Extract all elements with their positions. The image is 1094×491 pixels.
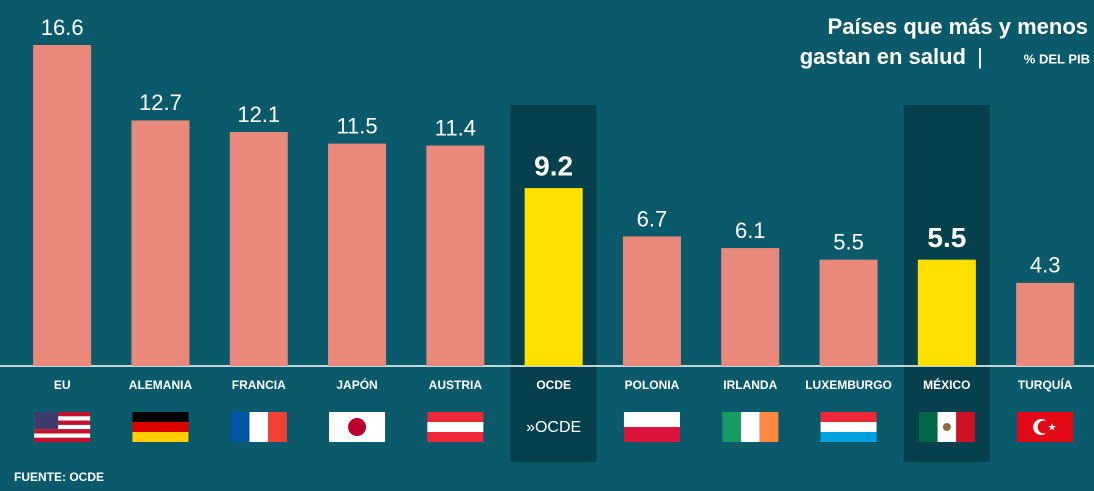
source: FUENTE: OCDE bbox=[14, 470, 104, 484]
x-tick-label: MÉXICO bbox=[923, 377, 970, 392]
flag bbox=[132, 422, 189, 432]
flag bbox=[722, 412, 741, 442]
flag bbox=[34, 420, 91, 425]
title-line: Países que más y menos bbox=[828, 14, 1088, 39]
flag bbox=[249, 412, 269, 442]
logo: »OCDE bbox=[526, 419, 581, 436]
flag bbox=[268, 412, 287, 442]
flag bbox=[918, 412, 938, 442]
value-label: 16.6 bbox=[41, 15, 84, 40]
flag bbox=[427, 422, 484, 432]
flag bbox=[34, 433, 91, 438]
value-label: 4.3 bbox=[1030, 253, 1061, 278]
bar bbox=[328, 143, 387, 366]
flag bbox=[759, 412, 779, 442]
flag bbox=[34, 412, 91, 417]
flag bbox=[34, 437, 91, 443]
bar bbox=[721, 248, 780, 366]
bar bbox=[131, 120, 190, 366]
x-tick-label: FRANCIA bbox=[232, 378, 286, 392]
flag bbox=[956, 412, 975, 442]
x-tick-label: IRLANDA bbox=[723, 378, 777, 392]
x-tick-label: JAPÓN bbox=[336, 377, 377, 392]
bar bbox=[426, 145, 485, 366]
bar bbox=[622, 236, 681, 366]
value-label: 5.5 bbox=[927, 222, 966, 253]
value-label: 12.7 bbox=[139, 90, 182, 115]
flag bbox=[942, 423, 951, 431]
x-tick-label: EU bbox=[54, 378, 71, 392]
flag bbox=[623, 427, 680, 442]
flag bbox=[740, 412, 760, 442]
title-line: gastan en salud bbox=[800, 44, 966, 69]
bar bbox=[524, 188, 583, 366]
unit-label: % DEL PIB bbox=[1024, 51, 1090, 66]
flag bbox=[132, 432, 189, 442]
value-label: 11.4 bbox=[435, 115, 476, 140]
flag bbox=[1037, 420, 1051, 434]
flag bbox=[623, 412, 680, 427]
bar bbox=[229, 132, 288, 366]
flag-star: ★ bbox=[1048, 423, 1057, 434]
flag bbox=[132, 412, 189, 422]
value-label: 9.2 bbox=[534, 150, 573, 181]
flag bbox=[34, 412, 59, 429]
flag bbox=[427, 412, 484, 422]
flag bbox=[348, 418, 367, 436]
separator: | bbox=[977, 44, 983, 69]
value-label: 12.1 bbox=[237, 102, 280, 127]
bar bbox=[33, 45, 92, 366]
value-label: 6.1 bbox=[735, 218, 766, 243]
value-label: 11.5 bbox=[336, 113, 377, 138]
value-label: 6.7 bbox=[637, 206, 668, 231]
flag bbox=[820, 422, 877, 432]
value-label: 5.5 bbox=[833, 229, 864, 254]
x-tick-label: TURQUÍA bbox=[1018, 377, 1073, 392]
x-tick-label: OCDE bbox=[536, 378, 571, 392]
x-tick-label: ALEMANIA bbox=[129, 378, 193, 392]
bar bbox=[917, 259, 976, 366]
flag bbox=[34, 429, 91, 434]
bar bbox=[1016, 282, 1075, 366]
x-tick-label: POLONIA bbox=[625, 378, 680, 392]
flag bbox=[820, 412, 877, 422]
bar bbox=[819, 259, 878, 366]
flag bbox=[820, 432, 877, 442]
flag bbox=[427, 432, 484, 442]
flag bbox=[34, 424, 91, 430]
x-tick-label: LUXEMBURGO bbox=[805, 378, 892, 392]
flag bbox=[230, 412, 250, 442]
x-tick-label: AUSTRIA bbox=[429, 378, 483, 392]
flag bbox=[34, 416, 91, 421]
